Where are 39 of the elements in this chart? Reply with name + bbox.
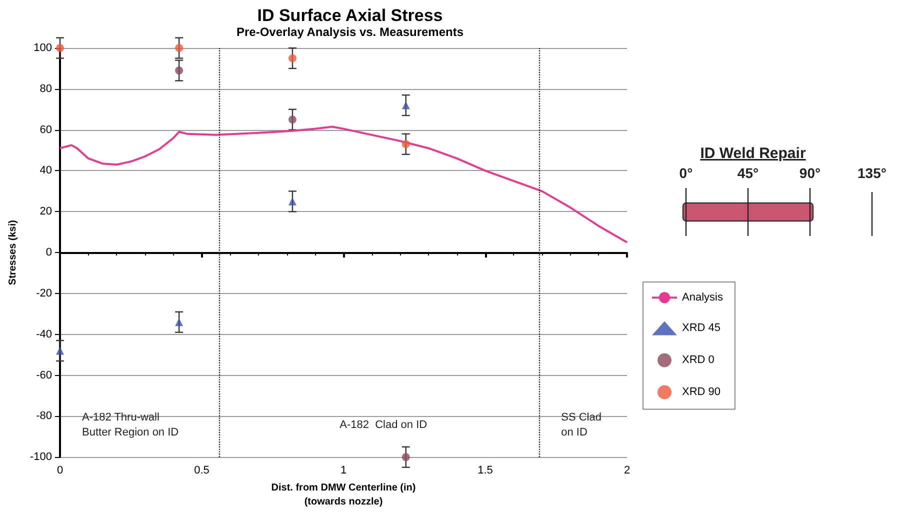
- y-tick-label: 80: [40, 82, 52, 95]
- point: [175, 44, 184, 52]
- chart-title: ID Surface Axial Stress: [257, 6, 443, 25]
- y-tick-label: 40: [40, 164, 52, 177]
- point: [288, 116, 296, 124]
- legend-label: XRD 45: [682, 322, 721, 334]
- y-tick-label: -20: [36, 287, 52, 300]
- point: [288, 54, 296, 62]
- x-axis-title: Dist. from DMW Centerline (in) (towards nozzle): [271, 482, 416, 508]
- x-tick-label: 1.5: [478, 464, 493, 477]
- line-series: [59, 126, 628, 244]
- point: [402, 453, 410, 462]
- legend-label: XRD 0: [682, 354, 714, 366]
- annotation: A-182 Thru-wall Butter Region on ID: [82, 412, 179, 439]
- x-tick-label: 2: [624, 464, 630, 477]
- y-tick-label: -100: [30, 451, 52, 464]
- point: [175, 66, 184, 74]
- weld-repair-diagram: ID Weld Repair 0° 45° 90° 135°: [670, 140, 892, 240]
- y-tick-label: -80: [36, 410, 52, 422]
- y-tick-label: -40: [36, 328, 52, 340]
- y-tick-label: 100: [34, 42, 52, 54]
- y-tick-label: 20: [40, 206, 52, 218]
- x-tick-label: 1: [340, 464, 347, 477]
- annotation: A-182 Clad on ID: [340, 419, 428, 432]
- x-tick-label: 0.5: [194, 464, 210, 477]
- y-tick-label: 60: [40, 124, 52, 136]
- chart-subtitle: Pre-Overlay Analysis vs. Measurements: [236, 25, 464, 39]
- y-tick-label: 0: [46, 246, 52, 259]
- point: [288, 197, 296, 206]
- point: [402, 101, 410, 110]
- x-tick-label: 0: [56, 464, 64, 477]
- point: [56, 346, 64, 355]
- legend-label: Analysis: [682, 292, 724, 304]
- annotation: SS Clad on ID: [561, 412, 602, 439]
- legend-label: XRD 90: [682, 386, 721, 398]
- point: [175, 318, 184, 326]
- y-tick-label: -60: [36, 369, 52, 382]
- point: [402, 140, 410, 148]
- y-axis-title: Stresses (ksi): [8, 220, 18, 286]
